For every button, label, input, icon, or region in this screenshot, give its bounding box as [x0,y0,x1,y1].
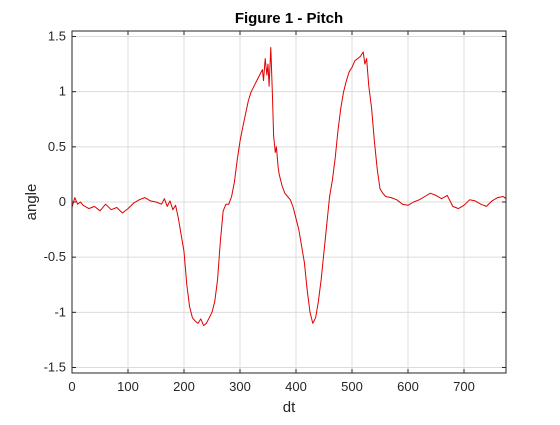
x-tick-label: 300 [229,379,251,394]
x-axis-label: dt [283,399,296,416]
y-tick-label: 0.5 [48,139,66,154]
y-tick-label: 1.5 [48,29,66,44]
x-tick-label: 700 [453,379,475,394]
y-tick-label: 0 [59,194,66,209]
y-tick-label: -1 [54,304,66,319]
y-tick-label: -1.5 [44,359,66,374]
x-tick-label: 500 [341,379,363,394]
y-tick-label: -0.5 [44,249,66,264]
chart-title: Figure 1 - Pitch [235,10,343,27]
x-tick-label: 0 [68,379,75,394]
x-tick-label: 100 [117,379,139,394]
y-axis-label: angle [23,184,40,221]
x-tick-label: 600 [397,379,419,394]
x-tick-label: 400 [285,379,307,394]
x-tick-label: 200 [173,379,195,394]
y-tick-label: 1 [59,84,66,99]
